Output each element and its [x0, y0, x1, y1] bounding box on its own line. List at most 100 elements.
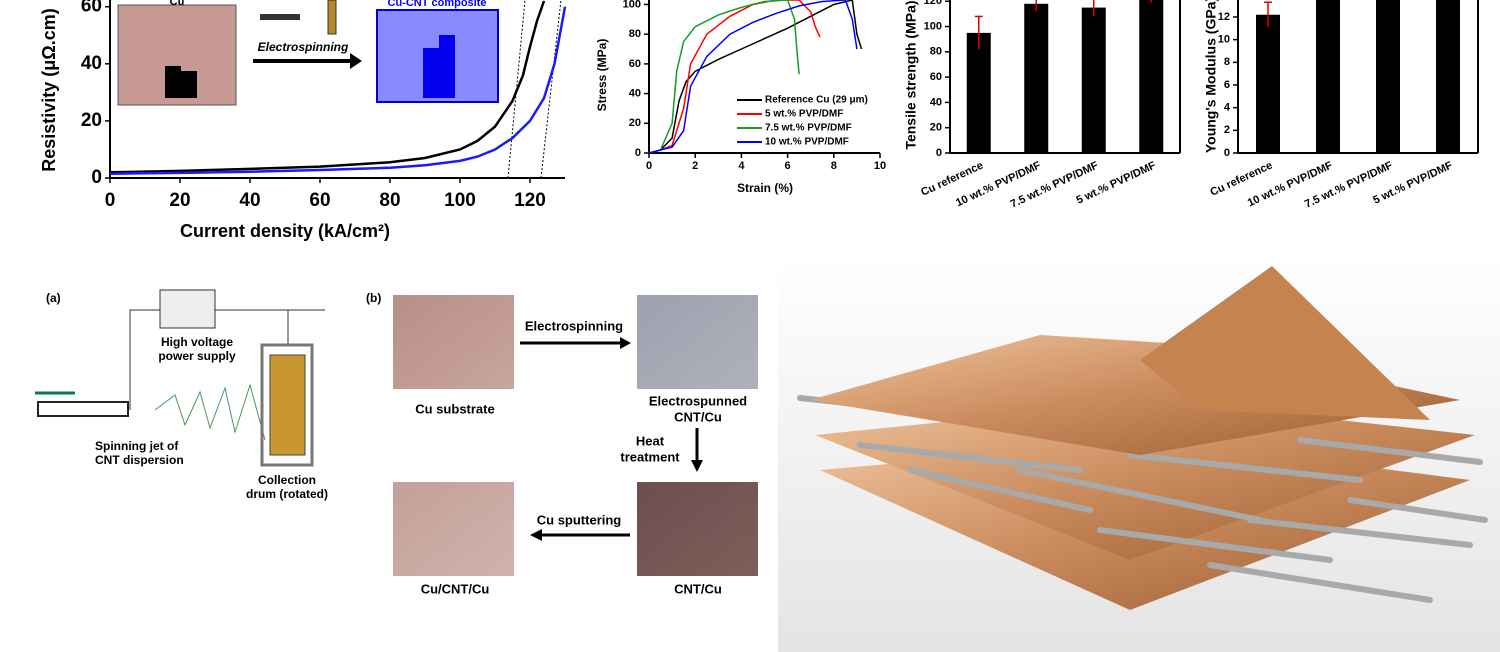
- y-tick-label: 6: [1224, 79, 1230, 91]
- legend-label: 7.5 wt.% PVP/DMF: [765, 123, 852, 134]
- step-label: Cu sputtering: [537, 512, 622, 527]
- inset-bar: [423, 48, 439, 98]
- line: [110, 6, 567, 175]
- y-tick-label: 60: [930, 71, 942, 83]
- legend-label: 10 wt.% PVP/DMF: [765, 137, 849, 148]
- bar: [1139, 0, 1164, 153]
- y-tick-label: 60: [81, 0, 102, 17]
- x-tick-label: 8: [831, 160, 837, 172]
- y-axis-label: Tensile strength (MPa): [903, 0, 919, 149]
- photo: [393, 482, 514, 576]
- x-axis-label: Strain (%): [737, 181, 793, 195]
- wire: [129, 309, 160, 410]
- y-tick-label: 20: [629, 117, 641, 129]
- x-tick-label: 100: [444, 190, 476, 211]
- bar: [1081, 7, 1106, 153]
- line: [649, 0, 800, 154]
- y-tick-label: 4: [1224, 102, 1231, 114]
- x-tick-label: 120: [514, 190, 546, 211]
- jet-label: Spinning jet of: [95, 439, 179, 453]
- x-tick-label: 2: [692, 160, 698, 172]
- inset-bar: [181, 71, 197, 98]
- step-label: treatment: [620, 449, 680, 464]
- y-tick-label: 100: [623, 0, 641, 10]
- photo-label: Cu/CNT/Cu: [421, 581, 490, 596]
- legend-label: Reference Cu (29 μm): [765, 95, 868, 106]
- drum-label: Collection: [258, 473, 316, 487]
- photo-label: Electrospunned: [649, 393, 747, 408]
- legend-label: 5 wt.% PVP/DMF: [765, 109, 843, 120]
- line: [649, 0, 858, 154]
- y-tick-label: 120: [924, 0, 942, 7]
- x-tick-label: 40: [239, 190, 260, 211]
- arrow-head: [530, 529, 542, 541]
- chart: 0 20 40 60 80 100 Stress (MPa) 0 2 4 6 8 10 Strain (%…: [595, 0, 886, 195]
- photo-label: Cu substrate: [415, 401, 494, 416]
- y-tick-label: 20: [81, 110, 102, 131]
- y-axis-label: Resistivity (μΩ.cm): [39, 8, 59, 172]
- syringe: [260, 14, 300, 20]
- bar: [1256, 14, 1280, 153]
- x-tick-label: 6: [785, 160, 791, 172]
- inset-arrow-label: Electrospinning: [258, 40, 349, 54]
- x-tick-label: 0: [105, 190, 116, 211]
- photo-label: CNT/Cu: [674, 409, 722, 424]
- inset-bar: [439, 35, 455, 98]
- y-tick-label: 12: [1218, 11, 1230, 23]
- x-tick-label: 60: [309, 190, 330, 211]
- copper-sheet: [810, 335, 1460, 455]
- step-label: Electrospinning: [525, 318, 623, 333]
- y-tick-label: 40: [81, 53, 102, 74]
- bar: [1436, 0, 1460, 153]
- arrow-head: [350, 53, 362, 69]
- y-tick-label: 0: [91, 167, 102, 188]
- step-label: Heat: [636, 433, 665, 448]
- y-tick-label: 80: [930, 46, 942, 58]
- drum: [327, 0, 337, 35]
- syringe: [37, 401, 129, 417]
- x-axis-label: Current density (kA/cm²): [180, 221, 390, 241]
- x-tick-label: 80: [379, 190, 400, 211]
- y-tick-label: 60: [629, 58, 641, 70]
- bar: [966, 32, 991, 153]
- y-tick-label: 20: [930, 122, 942, 134]
- arrow-head: [691, 460, 703, 472]
- bar: [1024, 3, 1049, 153]
- power-label: power supply: [158, 349, 236, 363]
- panel-label: (a): [46, 291, 61, 305]
- y-tick-label: 0: [936, 147, 942, 159]
- photo: [637, 295, 758, 389]
- jet-label: CNT dispersion: [95, 453, 184, 467]
- extrapolation-line: [540, 0, 562, 179]
- inset-title: Cu-CNT composite: [388, 0, 487, 9]
- x-tick-label: 4: [738, 160, 745, 172]
- drum-label: drum (rotated): [246, 487, 328, 501]
- y-tick-label: 0: [635, 147, 641, 159]
- photo: [393, 295, 514, 389]
- y-axis-label: Young's Modulus (GPa): [1203, 0, 1219, 153]
- drum-frame: [260, 343, 314, 467]
- bar: [1316, 0, 1340, 153]
- panel-b: (b) Electrospinning Heat treatment Cu sp…: [366, 291, 758, 596]
- chart: 0 20 40 60 Resistivity (μΩ.cm) 0 20 40 60 80 100 12…: [39, 0, 567, 241]
- y-tick-label: 40: [629, 87, 641, 99]
- y-tick-label: 10: [1218, 34, 1230, 46]
- y-tick-label: 8: [1224, 56, 1230, 68]
- power-label: High voltage: [161, 335, 233, 349]
- y-tick-label: 2: [1224, 124, 1230, 136]
- y-tick-label: 40: [930, 96, 942, 108]
- inset-title: Cu: [170, 0, 185, 8]
- arrow-head: [620, 337, 631, 349]
- drum: [269, 354, 306, 456]
- line: [110, 0, 546, 174]
- line: [649, 0, 821, 154]
- photo-label: CNT/Cu: [674, 581, 722, 596]
- photo: [637, 482, 758, 576]
- copper-flap: [1140, 266, 1430, 420]
- y-tick-label: 80: [629, 28, 641, 40]
- y-tick-label: 0: [1224, 147, 1230, 159]
- inset-bar: [165, 66, 181, 98]
